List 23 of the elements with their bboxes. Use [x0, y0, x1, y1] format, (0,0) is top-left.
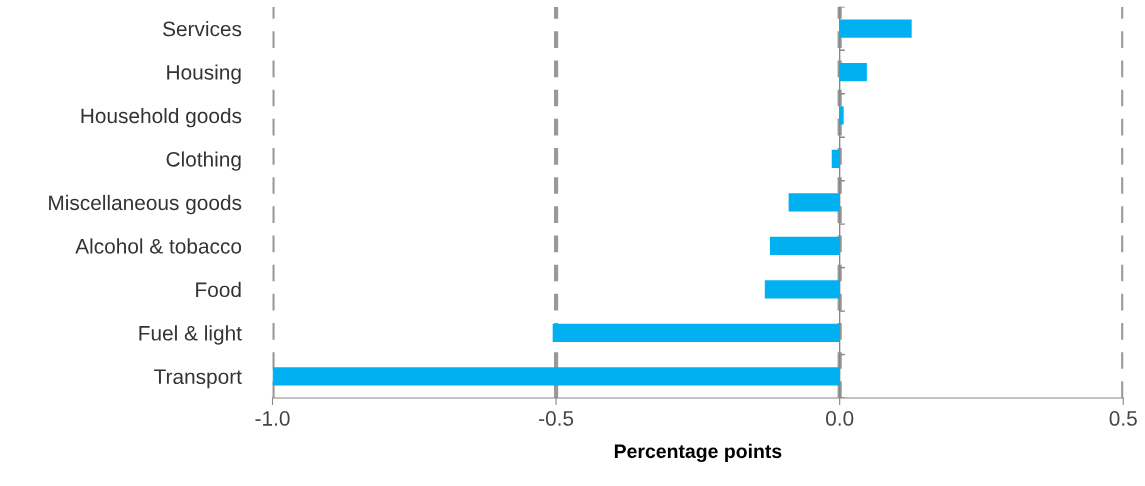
y-tick-label: Services [163, 20, 242, 37]
bar [839, 62, 867, 82]
bar [831, 149, 840, 169]
bar [839, 106, 844, 125]
bar [764, 280, 840, 299]
bar [272, 367, 840, 386]
x-axis-title: Percentage points [614, 443, 782, 463]
y-tick-label: Miscellaneous goods [49, 194, 242, 215]
y-tick-label: Clothing [166, 151, 241, 171]
bar [788, 193, 840, 212]
y-tick-label: Transport [154, 369, 242, 389]
y-tick-label: Fuel & light [139, 325, 242, 345]
x-tick-label: -1.0 [255, 411, 290, 426]
bar [552, 323, 840, 342]
bar [769, 236, 840, 256]
x-tick-label: 0.5 [1109, 411, 1137, 426]
y-tick-label: Household goods [81, 107, 242, 128]
y-tick-label: Alcohol & tobacco [75, 238, 242, 254]
y-tick-label: Housing [167, 64, 241, 84]
x-tick-label: -0.5 [539, 411, 574, 426]
y-tick-label: Food [196, 281, 241, 298]
bar [839, 19, 912, 38]
x-tick-label: 0.0 [826, 411, 854, 426]
